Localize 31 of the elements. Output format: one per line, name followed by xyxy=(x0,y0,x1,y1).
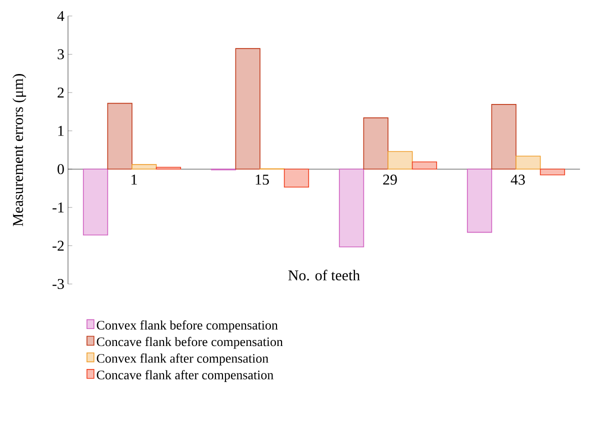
bar xyxy=(388,151,413,170)
y-tick-label: 1 xyxy=(58,126,64,136)
y-tick-label: -2 xyxy=(52,240,64,251)
x-axis-title: No. of teeth xyxy=(288,270,360,280)
x-tick-label: 43 xyxy=(510,174,525,185)
bar xyxy=(235,48,260,170)
y-tick-label: 4 xyxy=(57,11,64,21)
bar xyxy=(284,168,310,188)
y-tick-label: -3 xyxy=(52,278,64,290)
y-tick-label: 3 xyxy=(58,49,64,60)
y-tick-label: -1 xyxy=(52,202,64,212)
bar xyxy=(491,104,516,170)
bar xyxy=(412,161,438,170)
bar xyxy=(107,102,132,170)
x-tick-label: 15 xyxy=(256,174,269,185)
y-axis-title: Measurement errors (μm) xyxy=(12,74,26,226)
bar xyxy=(338,168,364,248)
legend-label: Concave flank after compensation xyxy=(96,370,274,382)
legend-label: Concave flank before compensation xyxy=(96,336,283,349)
x-tick-label: 1 xyxy=(132,174,137,185)
bar xyxy=(82,168,108,236)
bar xyxy=(132,164,157,170)
bar xyxy=(363,117,388,170)
y-tick-label: 2 xyxy=(58,88,64,98)
bar xyxy=(466,168,492,233)
x-tick-label: 29 xyxy=(383,174,397,185)
bar xyxy=(540,168,566,176)
legend-label: Convex flank before compensation xyxy=(96,320,278,332)
y-tick-label: 0 xyxy=(58,164,64,174)
bar xyxy=(516,156,541,170)
legend-label: Convex flank after compensation xyxy=(96,354,268,366)
